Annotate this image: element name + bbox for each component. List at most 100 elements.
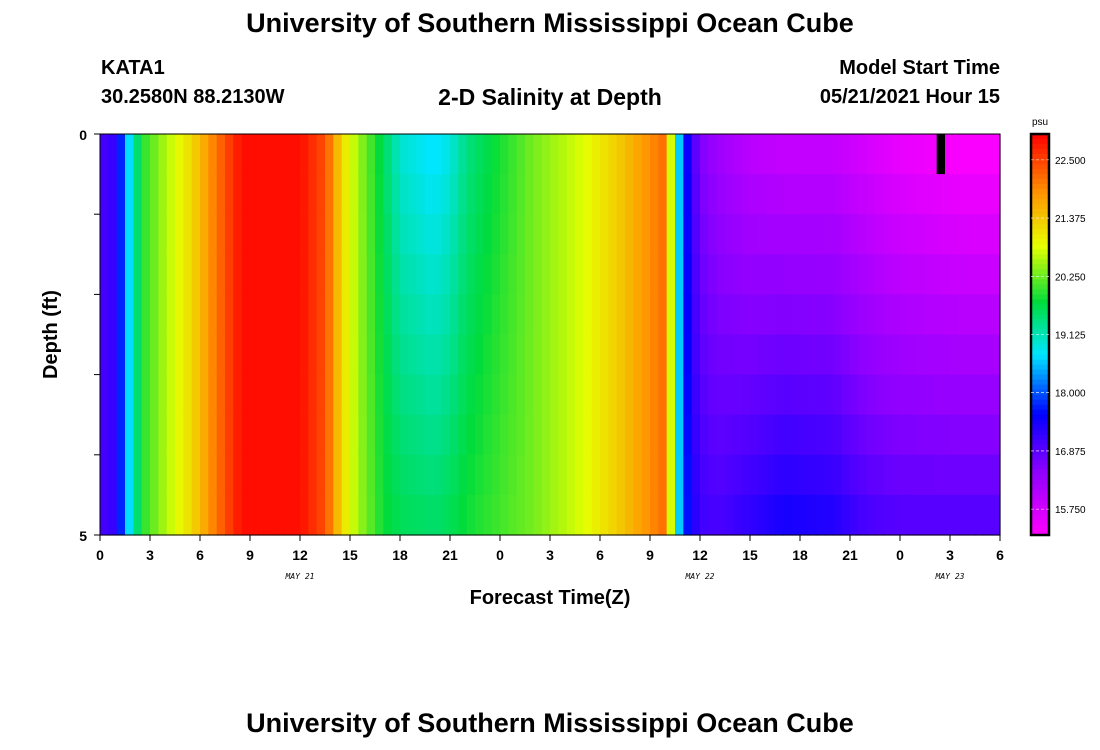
heatmap-cell — [741, 414, 751, 456]
heatmap-cell — [966, 214, 976, 255]
heatmap-cell — [108, 134, 118, 175]
heatmap-cell — [975, 254, 984, 295]
heatmap-cell — [800, 374, 809, 416]
heatmap-cell — [741, 214, 751, 255]
heatmap-cell — [650, 334, 659, 376]
heatmap-cell — [433, 414, 443, 456]
heatmap-cell — [875, 134, 884, 175]
heatmap-cell — [725, 334, 734, 376]
heatmap-cell — [100, 134, 109, 175]
heatmap-cell — [216, 494, 226, 536]
heatmap-cell — [983, 334, 993, 376]
heatmap-cell — [591, 214, 601, 255]
heatmap-cell — [625, 214, 634, 255]
heatmap-cell — [758, 374, 768, 416]
heatmap-cell — [150, 334, 159, 376]
heatmap-cell — [908, 214, 918, 255]
heatmap-cell — [250, 294, 259, 336]
heatmap-cell — [441, 454, 451, 496]
colorbar-segment — [1031, 239, 1049, 245]
heatmap-cell — [483, 494, 493, 536]
colorbar-unit: psu — [1032, 117, 1048, 128]
heatmap-cell — [783, 494, 793, 536]
heatmap-cell — [325, 254, 334, 295]
heatmap-cell — [508, 454, 518, 496]
x-tick-label: 9 — [646, 547, 654, 563]
heatmap-cell — [291, 454, 301, 496]
heatmap-cell — [691, 334, 701, 376]
heatmap-cell — [191, 374, 201, 416]
heatmap-cell — [325, 294, 334, 336]
heatmap-cell — [233, 374, 243, 416]
heatmap-cell — [841, 494, 851, 536]
heatmap-cell — [816, 414, 826, 456]
heatmap-cell — [100, 254, 109, 295]
heatmap-cell — [291, 414, 301, 456]
heatmap-cell — [650, 374, 659, 416]
heatmap-cell — [916, 214, 926, 255]
heatmap-cell — [500, 334, 509, 376]
heatmap-cell — [100, 494, 109, 536]
heatmap-cell — [191, 334, 201, 376]
heatmap-cell — [966, 334, 976, 376]
heatmap-cell — [716, 254, 726, 295]
heatmap-cell — [116, 214, 126, 255]
heatmap-cell — [100, 334, 109, 376]
heatmap-cell — [575, 414, 584, 456]
heatmap-cell — [283, 494, 293, 536]
heatmap-cell — [100, 294, 109, 336]
heatmap-cell — [908, 454, 918, 496]
heatmap-cell — [566, 254, 576, 295]
heatmap-cell — [816, 494, 826, 536]
heatmap-cell — [341, 334, 351, 376]
colorbar-segment — [1031, 179, 1049, 185]
heatmap-cell — [383, 454, 393, 496]
heatmap-cell — [975, 494, 984, 536]
heatmap-cell — [283, 254, 293, 295]
heatmap-cell — [650, 454, 659, 496]
heatmap-cell — [808, 254, 818, 295]
heatmap-cell — [525, 294, 534, 336]
heatmap-cell — [358, 214, 368, 255]
heatmap-cell — [900, 374, 909, 416]
heatmap-cell — [641, 414, 651, 456]
heatmap-cell — [425, 174, 434, 215]
heatmap-cell — [216, 334, 226, 376]
heatmap-cell — [516, 214, 526, 255]
heatmap-cell — [233, 334, 243, 376]
heatmap-cell — [675, 334, 684, 376]
colorbar-segment — [1031, 404, 1049, 411]
heatmap-cell — [433, 334, 443, 376]
heatmap-cell — [541, 214, 551, 255]
heatmap-cell — [366, 134, 376, 175]
heatmap-cell — [850, 134, 859, 175]
heatmap-cell — [633, 334, 643, 376]
colorbar-segment — [1031, 314, 1049, 321]
heatmap-cell — [100, 174, 109, 215]
heatmap-cell — [825, 214, 834, 255]
heatmap-cell — [191, 214, 201, 255]
heatmap-cell — [816, 374, 826, 416]
heatmap-cell — [800, 214, 809, 255]
heatmap-cell — [850, 174, 859, 215]
heatmap-cell — [775, 174, 784, 215]
heatmap-cell — [633, 414, 643, 456]
heatmap-cell — [633, 494, 643, 536]
heatmap-cell — [766, 454, 776, 496]
heatmap-cell — [366, 294, 376, 336]
heatmap-cell — [125, 134, 134, 175]
heatmap-cell — [391, 454, 401, 496]
heatmap-cell — [825, 294, 834, 336]
heatmap-cell — [933, 294, 943, 336]
heatmap-cell — [516, 294, 526, 336]
heatmap-cell — [216, 254, 226, 295]
heatmap-cell — [575, 494, 584, 536]
heatmap-cell — [466, 254, 476, 295]
heatmap-cell — [741, 254, 751, 295]
heatmap-cell — [250, 334, 259, 376]
heatmap-cell — [600, 374, 609, 416]
colorbar-segment — [1031, 389, 1049, 396]
heatmap-cell — [600, 294, 609, 336]
heatmap-cell — [891, 414, 901, 456]
heatmap-cell — [483, 174, 493, 215]
